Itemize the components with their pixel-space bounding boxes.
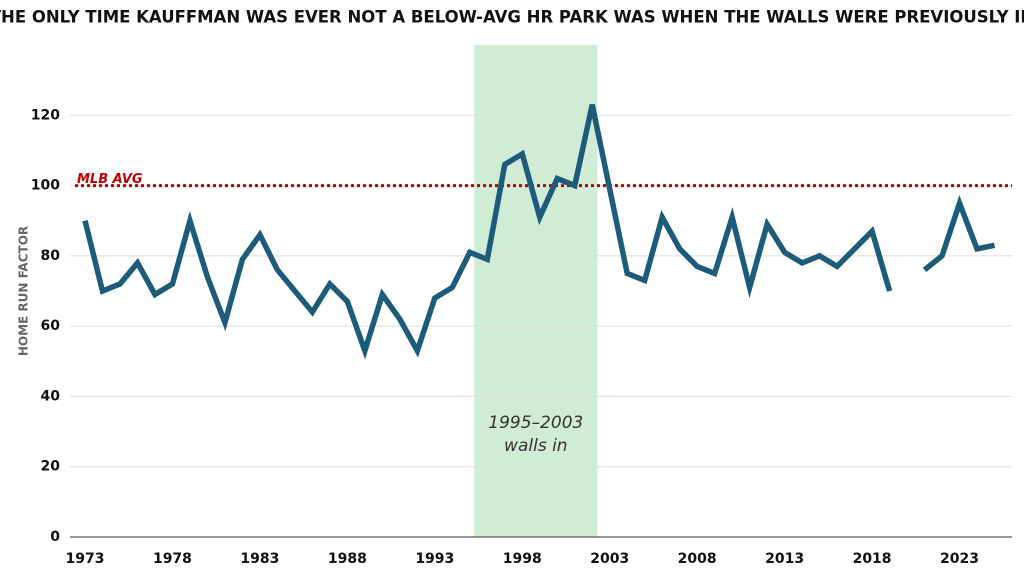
x-tick-label: 1988 <box>328 551 367 567</box>
y-axis-label: HOME RUN FACTOR <box>17 226 31 356</box>
x-tick-label: 1973 <box>66 551 105 567</box>
x-tick-label: 2013 <box>765 551 804 567</box>
x-tick-label: 1993 <box>415 551 454 567</box>
chart-title: THE ONLY TIME KAUFFMAN WAS EVER NOT A BE… <box>0 8 1024 27</box>
x-tick-label: 1998 <box>503 551 542 567</box>
x-tick-label: 2018 <box>853 551 892 567</box>
x-tick-label: 1978 <box>153 551 192 567</box>
shade-label: walls in <box>504 436 568 456</box>
x-tick-label: 2008 <box>678 551 717 567</box>
y-tick-label: 20 <box>41 459 61 475</box>
shade-label: 1995–2003 <box>488 413 583 433</box>
y-tick-label: 100 <box>31 178 60 194</box>
y-tick-label: 40 <box>41 388 61 404</box>
data-line <box>82 104 893 360</box>
x-tick-label: 2003 <box>590 551 629 567</box>
y-tick-label: 80 <box>41 248 61 264</box>
x-tick-label: 1983 <box>240 551 279 567</box>
y-tick-label: 60 <box>41 318 61 334</box>
x-tick-label: 2023 <box>940 551 979 567</box>
reference-label: MLB AVG <box>77 172 143 187</box>
shaded-region <box>474 45 598 537</box>
y-tick-label: 0 <box>50 529 60 545</box>
y-tick-label: 120 <box>31 107 60 123</box>
data-line <box>922 194 996 273</box>
